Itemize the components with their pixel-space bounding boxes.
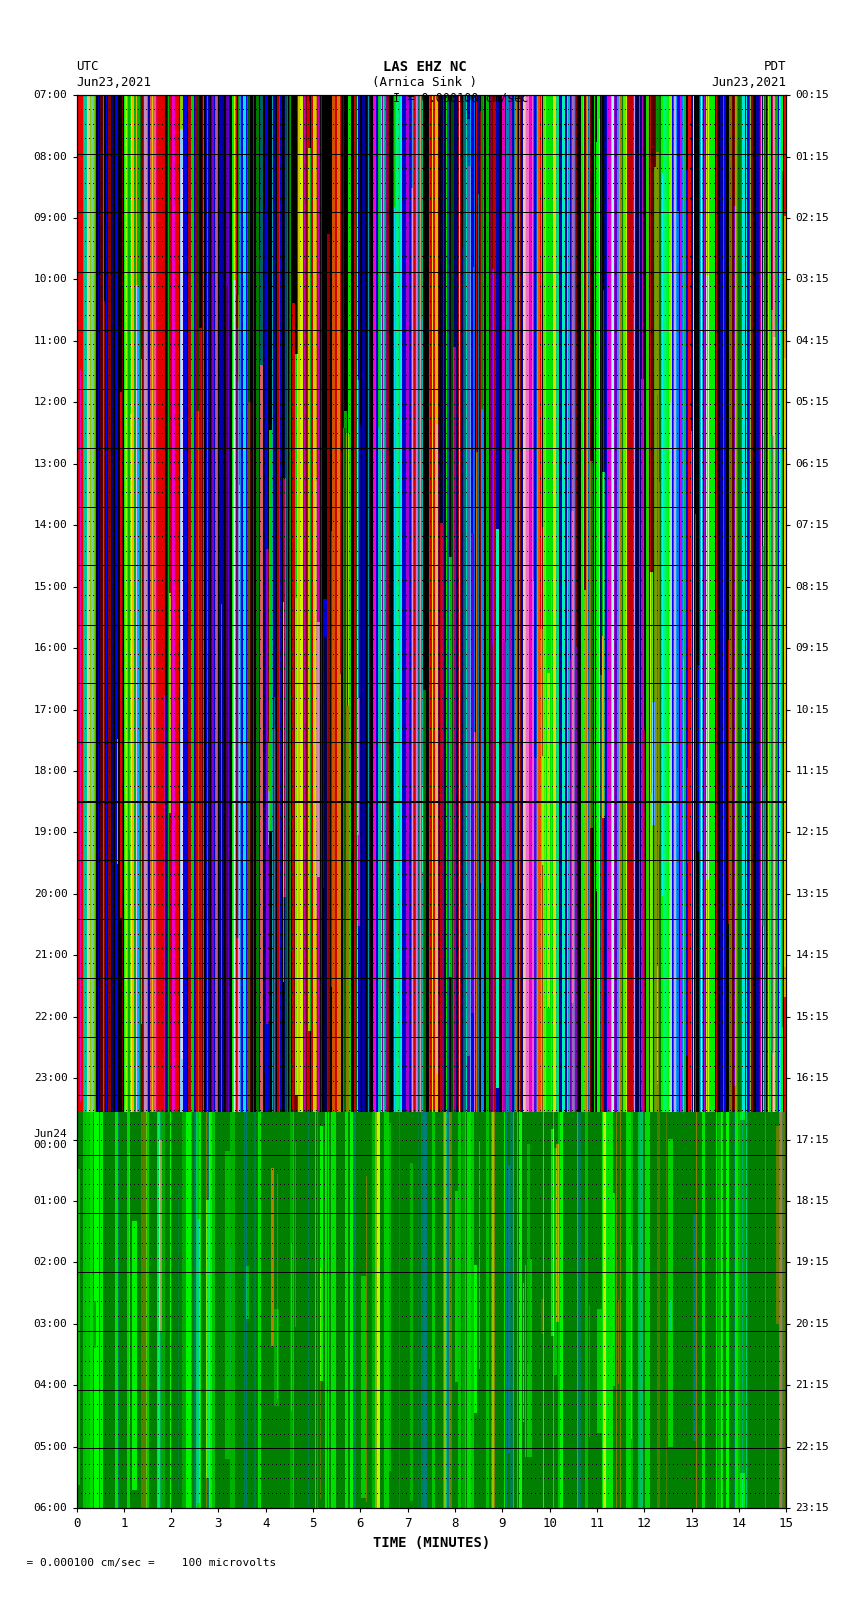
Text: I = 0.000100 cm/sec: I = 0.000100 cm/sec [393,92,528,105]
Text: (Arnica Sink ): (Arnica Sink ) [372,76,478,89]
Text: Jun23,2021: Jun23,2021 [711,76,786,89]
Text: PDT: PDT [764,60,786,73]
Text: UTC: UTC [76,60,99,73]
X-axis label: TIME (MINUTES): TIME (MINUTES) [373,1536,490,1550]
Text: LAS EHZ NC: LAS EHZ NC [383,60,467,74]
Text: = 0.000100 cm/sec =    100 microvolts: = 0.000100 cm/sec = 100 microvolts [13,1558,276,1568]
Text: Jun23,2021: Jun23,2021 [76,76,151,89]
